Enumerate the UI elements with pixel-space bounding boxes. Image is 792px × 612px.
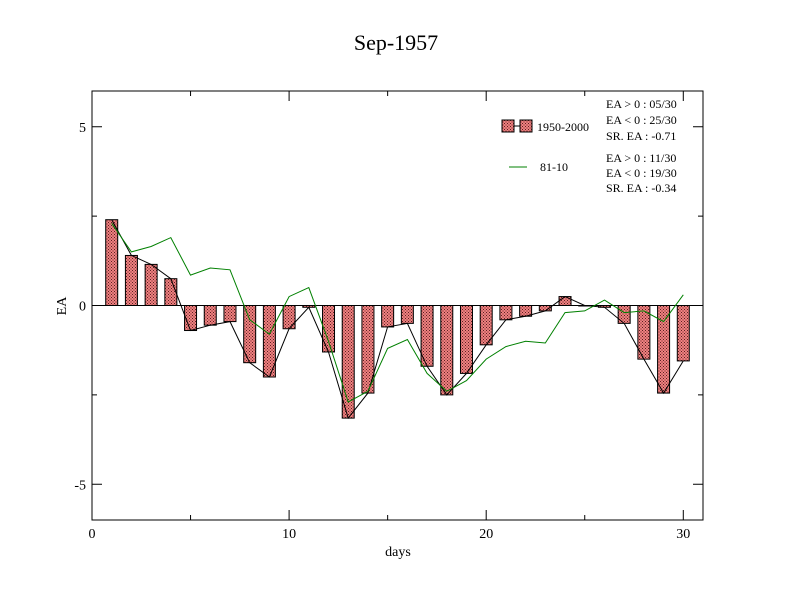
- bar-day-2: [124, 254, 138, 306]
- stats-annotations: EA > 0 : 05/30 EA < 0 : 25/30 SR. EA : -…: [606, 97, 677, 195]
- legend-label-81-10: 81-10: [540, 160, 568, 174]
- stat-1950-2000-negative: EA < 0 : 25/30: [606, 113, 677, 127]
- stat-81-10-negative: EA < 0 : 19/30: [606, 166, 677, 180]
- y-tick-label--5: -5: [74, 478, 86, 493]
- stat-81-10-positive: EA > 0 : 11/30: [606, 151, 676, 165]
- bar-day-6: [203, 305, 217, 326]
- x-tick-label-30: 30: [676, 527, 690, 542]
- bar-day-7: [223, 305, 237, 323]
- bar-day-21: [499, 305, 513, 321]
- bar-day-4: [164, 278, 178, 306]
- legend-label-1950-2000: 1950-2000: [537, 120, 589, 134]
- x-tick-label-0: 0: [89, 527, 96, 542]
- bar-day-3: [144, 263, 158, 307]
- bar-day-24: [558, 296, 572, 306]
- bar-day-29: [657, 305, 671, 394]
- legend-swatch-1950-2000-right: [519, 119, 533, 133]
- stat-1950-2000-positive: EA > 0 : 05/30: [606, 97, 677, 111]
- legend-swatch-1950-2000-left: [501, 119, 515, 133]
- bar-series-1950-2000: [105, 219, 690, 419]
- bar-day-15: [381, 305, 395, 328]
- bar-day-10: [282, 305, 296, 330]
- series-line-1950-2000: [111, 219, 684, 420]
- y-tick-label-0: 0: [79, 300, 86, 315]
- bar-day-18: [440, 305, 454, 396]
- x-axis-label: days: [385, 545, 411, 560]
- series-line-81-10: [111, 223, 684, 403]
- bar-day-30: [676, 305, 690, 362]
- y-tick-label-5: 5: [79, 121, 86, 136]
- x-tick-label-10: 10: [282, 527, 296, 542]
- chart-title: Sep-1957: [354, 30, 438, 55]
- bar-day-27: [617, 305, 631, 324]
- bar-day-19: [459, 305, 473, 374]
- bar-day-16: [400, 305, 414, 324]
- y-axis-label: EA: [55, 296, 70, 316]
- bar-day-5: [184, 305, 198, 332]
- x-tick-label-20: 20: [479, 527, 493, 542]
- bar-day-1: [105, 219, 119, 306]
- legend: 1950-2000 81-10: [501, 119, 589, 174]
- stat-1950-2000-sr: SR. EA : -0.71: [606, 129, 676, 143]
- stat-81-10-sr: SR. EA : -0.34: [606, 181, 676, 195]
